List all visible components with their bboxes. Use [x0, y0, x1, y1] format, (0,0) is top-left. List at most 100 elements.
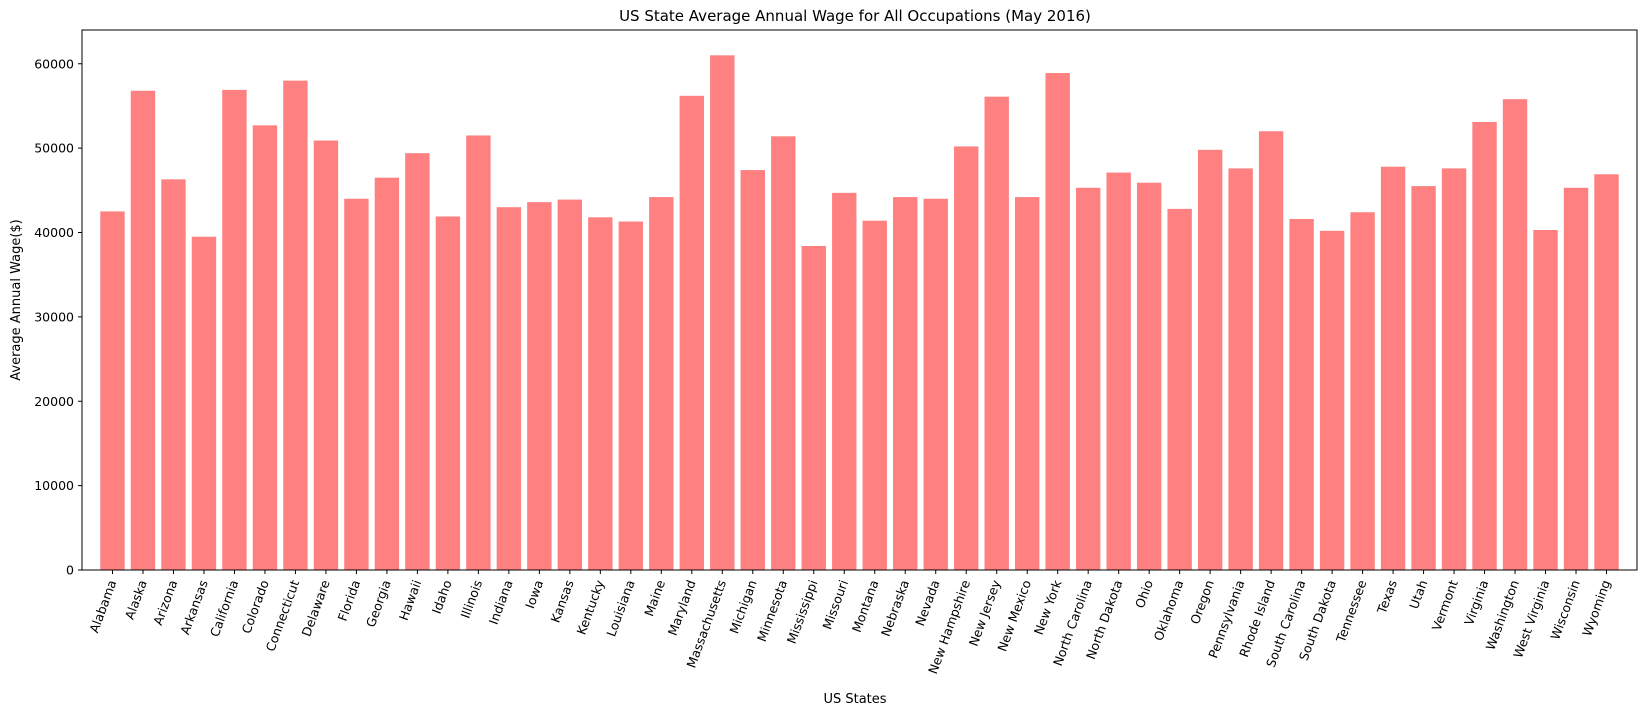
x-tick-label: Alabama — [86, 578, 119, 635]
bar-wyoming — [1594, 174, 1619, 570]
bar-mississippi — [801, 246, 826, 570]
x-tick-label: California — [207, 578, 241, 639]
bar-hawaii — [405, 153, 430, 570]
bar-iowa — [527, 202, 552, 571]
y-tick-label: 60000 — [34, 56, 74, 71]
bar-ohio — [1136, 182, 1162, 570]
bar-new-hampshire — [954, 146, 979, 570]
x-tick-label: Minnesota — [754, 578, 790, 644]
x-tick-label: Alaska — [122, 578, 150, 622]
bar-oregon — [1197, 149, 1223, 570]
bar-california — [222, 89, 247, 570]
bar-massachusetts — [710, 55, 735, 571]
x-tick-label: Louisiana — [603, 578, 637, 639]
bar-kentucky — [588, 217, 613, 570]
bar-new-jersey — [984, 96, 1009, 570]
x-axis: Alabama Alaska ArizonaArkansasCaliforniaCo… — [86, 570, 1613, 676]
bar-maryland — [679, 95, 704, 570]
x-tick-label: Tennessee — [1333, 578, 1370, 646]
x-tick-label: Michigan — [726, 578, 759, 636]
bar-tennessee — [1350, 212, 1375, 570]
bar-rhode-island — [1258, 131, 1284, 570]
bar-wisconsin — [1563, 187, 1589, 570]
bar-alabama — [100, 211, 125, 570]
chart-title: US State Average Annual Wage for All Occ… — [619, 7, 1091, 25]
x-tick-label: Delaware — [299, 578, 333, 639]
bar-vermont — [1441, 168, 1467, 571]
x-tick-label: Kentucky — [574, 577, 608, 636]
x-tick-label: Illinois — [458, 578, 486, 620]
bar-south-dakota — [1319, 230, 1345, 570]
plot-frame — [81, 29, 1638, 571]
bar-indiana — [496, 207, 522, 570]
x-tick-label: Iowa — [522, 578, 546, 611]
x-axis-label: US States — [823, 692, 886, 707]
x-tick-label: Hawaii — [396, 578, 424, 622]
x-tick-label: Florida — [335, 578, 364, 623]
bar-north-dakota — [1106, 172, 1131, 570]
bar-missouri — [832, 192, 857, 570]
x-tick-label: Missouri — [819, 578, 851, 631]
x-tick-label: Georgia — [363, 578, 394, 629]
y-tick-label: 20000 — [34, 394, 74, 409]
bar-new-mexico — [1015, 197, 1040, 570]
bar-north-carolina — [1075, 187, 1101, 570]
bar-maine — [649, 197, 674, 570]
x-tick-label: Wyoming — [1579, 578, 1613, 638]
bar-arizona — [161, 179, 186, 570]
x-tick-label: Oklahoma — [1151, 578, 1187, 643]
x-tick-label: Utah — [1406, 578, 1430, 611]
x-tick-label: Texas — [1374, 578, 1400, 617]
bar-georgia — [374, 177, 400, 570]
bar-alaska — [130, 90, 156, 570]
x-tick-label: New York — [1031, 577, 1065, 637]
bar-montana — [862, 220, 887, 570]
bar-kansas — [557, 199, 583, 570]
bar-nebraska — [893, 197, 918, 570]
bar-virginia — [1472, 121, 1497, 570]
x-tick-label: Maine — [641, 578, 668, 619]
bar-texas — [1380, 166, 1406, 570]
x-tick-label: Montana — [849, 578, 882, 634]
bar-west-virginia — [1533, 229, 1558, 570]
x-tick-label: Colorado — [239, 578, 272, 636]
bar-idaho — [435, 216, 461, 570]
bar-minnesota — [771, 136, 796, 570]
bar-florida — [344, 198, 369, 570]
x-tick-label: Ohio — [1132, 578, 1156, 610]
x-tick-label: Arkansas — [177, 578, 211, 637]
bar-louisiana — [618, 221, 644, 570]
y-tick-label: 30000 — [34, 309, 74, 324]
bar-pennsylvania — [1228, 168, 1253, 571]
bars-group — [100, 55, 1619, 571]
bar-connecticut — [283, 80, 308, 571]
y-tick-label: 0 — [66, 563, 74, 578]
bar-colorado — [252, 125, 278, 570]
y-axis-label: Average Annual Wage($) — [9, 219, 24, 381]
y-axis: 0 10000 20000 30000 40000 50000 60000 — [34, 56, 82, 578]
bar-new-york — [1045, 73, 1070, 570]
bar-oklahoma — [1167, 208, 1192, 571]
x-tick-label: Kansas — [547, 578, 576, 625]
y-tick-label: 10000 — [34, 478, 74, 493]
x-tick-label: Arizona — [150, 578, 180, 627]
x-tick-label: Virginia — [1461, 578, 1491, 627]
bar-michigan — [740, 170, 765, 570]
x-tick-label: Maryland — [665, 578, 699, 638]
bar-arkansas — [191, 236, 217, 570]
x-tick-label: Vermont — [1429, 578, 1461, 633]
x-tick-label: Indiana — [486, 578, 516, 627]
bar-south-carolina — [1289, 219, 1314, 570]
bar-washington — [1502, 99, 1528, 570]
x-tick-label: Nebraska — [878, 578, 912, 639]
y-tick-label: 40000 — [34, 225, 74, 240]
y-tick-label: 50000 — [34, 141, 74, 156]
x-tick-label: Nevada — [912, 578, 942, 628]
bar-nevada — [923, 198, 948, 570]
bar-delaware — [313, 140, 339, 570]
x-tick-label: Idaho — [429, 578, 455, 616]
bar-utah — [1411, 186, 1436, 570]
bar-illinois — [466, 135, 491, 570]
x-tick-label: Wisconsin — [1547, 578, 1582, 642]
